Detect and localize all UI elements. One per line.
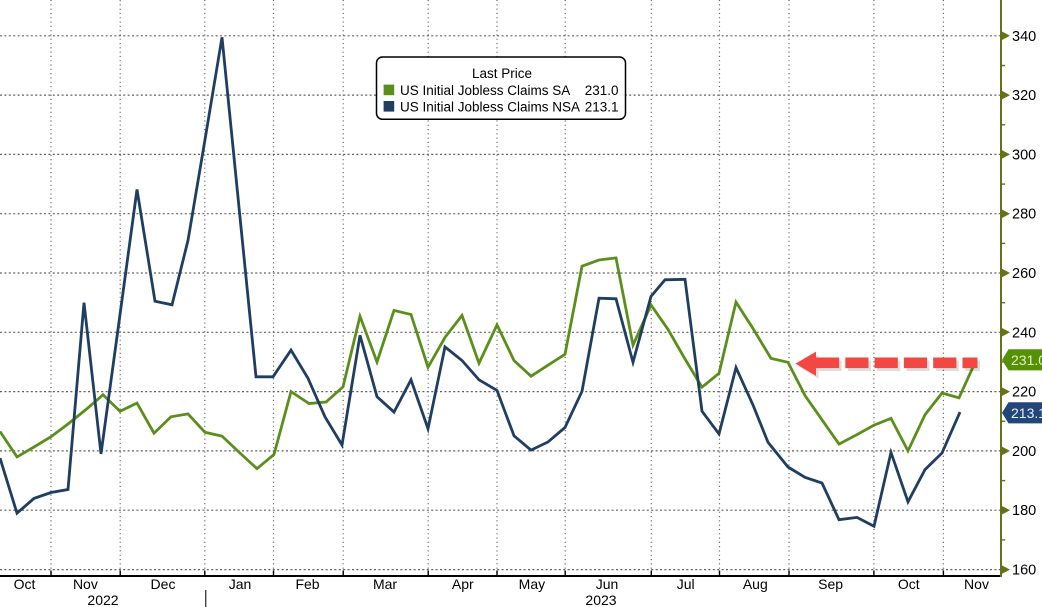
svg-text:180: 180 — [1012, 503, 1036, 519]
svg-text:300: 300 — [1012, 147, 1036, 163]
svg-text:Dec: Dec — [151, 576, 176, 592]
svg-text:231.0: 231.0 — [585, 83, 619, 98]
svg-text:Aug: Aug — [743, 576, 768, 592]
svg-text:Jan: Jan — [229, 576, 252, 592]
svg-text:Feb: Feb — [295, 576, 319, 592]
svg-text:320: 320 — [1012, 88, 1036, 104]
svg-text:Oct: Oct — [14, 576, 36, 592]
svg-text:213.1: 213.1 — [585, 99, 619, 114]
svg-text:US Initial Jobless Claims NSA: US Initial Jobless Claims NSA — [400, 99, 580, 114]
svg-text:2022: 2022 — [87, 592, 118, 607]
svg-text:2023: 2023 — [585, 592, 616, 607]
svg-text:US Initial Jobless Claims SA: US Initial Jobless Claims SA — [400, 83, 570, 98]
svg-text:Apr: Apr — [452, 576, 474, 592]
svg-text:Nov: Nov — [964, 576, 989, 592]
svg-text:280: 280 — [1012, 207, 1036, 223]
svg-text:260: 260 — [1012, 266, 1036, 282]
svg-text:231.0: 231.0 — [1011, 352, 1042, 368]
svg-text:Last Price: Last Price — [472, 66, 532, 81]
svg-text:Sep: Sep — [818, 576, 843, 592]
svg-text:Jun: Jun — [596, 576, 619, 592]
svg-text:340: 340 — [1012, 29, 1036, 45]
svg-text:213.1: 213.1 — [1011, 405, 1042, 421]
svg-text:Oct: Oct — [898, 576, 920, 592]
svg-text:240: 240 — [1012, 325, 1036, 341]
svg-text:Mar: Mar — [373, 576, 397, 592]
svg-text:200: 200 — [1012, 444, 1036, 460]
svg-text:May: May — [519, 576, 545, 592]
svg-text:160: 160 — [1012, 563, 1036, 579]
svg-text:Nov: Nov — [73, 576, 98, 592]
svg-text:220: 220 — [1012, 385, 1036, 401]
svg-text:Jul: Jul — [677, 576, 695, 592]
